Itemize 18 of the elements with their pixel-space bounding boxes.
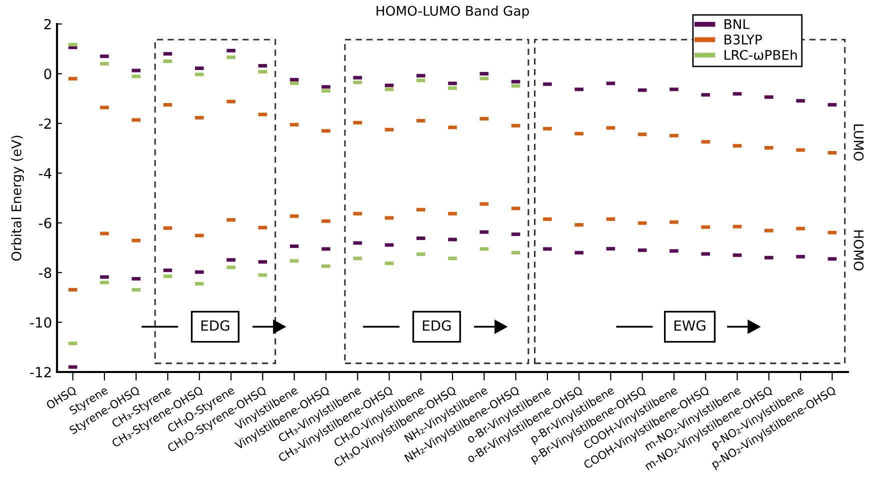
- y-tick-label: 2: [44, 18, 51, 30]
- y-tick-label: 0: [44, 68, 52, 80]
- band-label: EDG: [201, 320, 230, 331]
- legend-label: BNL: [724, 19, 750, 29]
- y-tick-label: -6: [38, 218, 52, 228]
- band-label: EDG: [422, 320, 451, 331]
- y-tick-label: -2: [38, 118, 51, 129]
- legend-label: LRC-ωPBEh: [724, 50, 797, 60]
- y-tick-label: -4: [38, 168, 52, 178]
- y-tick-label: -10: [30, 317, 52, 328]
- chart-title: HOMO-LUMO Band Gap: [376, 6, 529, 18]
- text: HOMO: [854, 230, 864, 270]
- y-tick-label: -8: [38, 268, 52, 278]
- y-axis-title: Orbital Energy (eV): [11, 136, 24, 261]
- text: LUMO: [854, 124, 864, 161]
- legend-label: B3LYP: [724, 34, 762, 45]
- y-tick-label: -12: [30, 366, 51, 378]
- band-label: EWG: [674, 320, 706, 331]
